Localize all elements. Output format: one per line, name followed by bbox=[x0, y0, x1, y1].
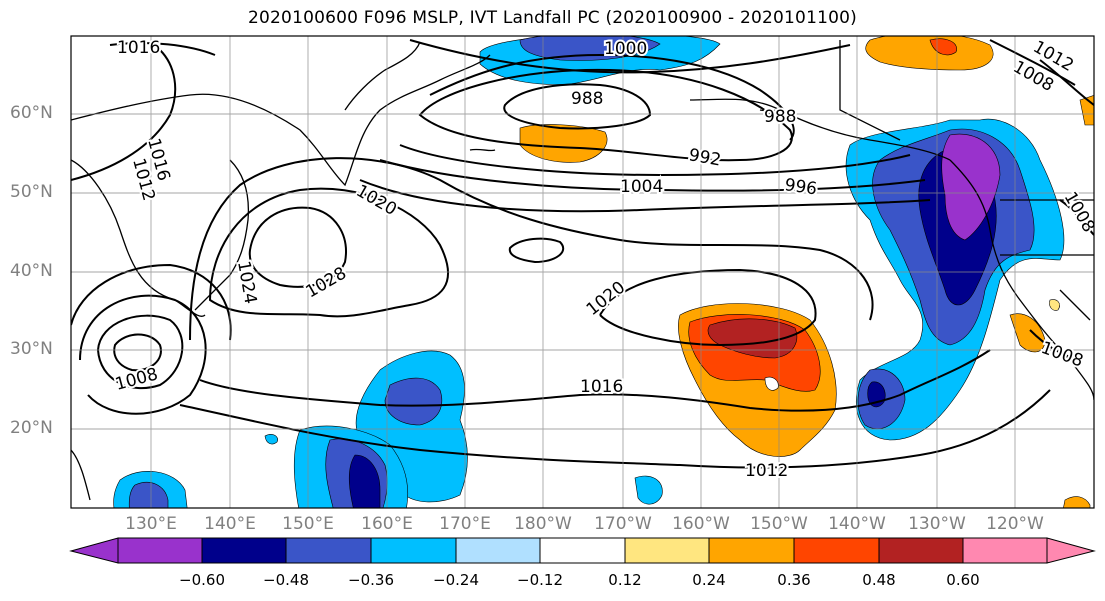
colorbar-extend-low bbox=[69, 537, 119, 564]
lat-label-40n: 40°N bbox=[10, 261, 53, 281]
lat-label-50n: 50°N bbox=[10, 182, 53, 202]
lat-label-60n: 60°N bbox=[10, 103, 53, 123]
lon-label: 160°E bbox=[361, 514, 413, 534]
lon-label: 180°W bbox=[514, 514, 572, 534]
colorbar-segment bbox=[201, 537, 287, 564]
colorbar-tick-label: 0.36 bbox=[777, 571, 811, 589]
colorbar-tick-label: 0.48 bbox=[862, 571, 896, 589]
colorbar-segment bbox=[285, 537, 372, 564]
colorbar-segment bbox=[539, 537, 626, 564]
isobar-label: 988 bbox=[764, 107, 796, 127]
colorbar-segment bbox=[624, 537, 710, 564]
colorbar-tick-label: −0.60 bbox=[179, 571, 225, 589]
isobar-label: 988 bbox=[571, 89, 603, 109]
colorbar bbox=[69, 537, 1096, 564]
map-title: 2020100600 F096 MSLP, IVT Landfall PC (2… bbox=[248, 8, 857, 28]
colorbar-segment bbox=[370, 537, 457, 564]
colorbar-tick-label: 0.12 bbox=[608, 571, 642, 589]
lon-label: 140°E bbox=[204, 514, 256, 534]
isobar-label: 1016 bbox=[117, 38, 160, 58]
isobar-label: 1004 bbox=[620, 177, 663, 197]
isobar-label: 1012 bbox=[745, 461, 788, 481]
lon-label: 120°W bbox=[986, 514, 1044, 534]
lon-label: 160°W bbox=[672, 514, 730, 534]
lon-label: 130°E bbox=[125, 514, 177, 534]
coastlines bbox=[71, 40, 1094, 501]
colorbar-tick-label: −0.36 bbox=[348, 571, 394, 589]
lat-label-20n: 20°N bbox=[10, 418, 53, 438]
colorbar-tick-label: 0.24 bbox=[692, 571, 726, 589]
lat-label-30n: 30°N bbox=[10, 339, 53, 359]
colorbar-segment bbox=[708, 537, 795, 564]
colorbar-segment bbox=[962, 537, 1048, 564]
lon-label: 150°E bbox=[282, 514, 334, 534]
colorbar-tick-label: −0.48 bbox=[263, 571, 309, 589]
colorbar-tick-label: −0.12 bbox=[517, 571, 563, 589]
colorbar-segment bbox=[455, 537, 541, 564]
colorbar-tick-label: −0.24 bbox=[433, 571, 479, 589]
colorbar-segment bbox=[117, 537, 203, 564]
isobar-contours bbox=[71, 39, 1094, 469]
gridlines bbox=[71, 36, 1094, 508]
colorbar-segment bbox=[793, 537, 880, 564]
lon-label: 170°E bbox=[439, 514, 491, 534]
lon-label: 130°W bbox=[908, 514, 966, 534]
colorbar-tick-label: 0.60 bbox=[946, 571, 980, 589]
ivt-positive-shading bbox=[519, 36, 1094, 508]
lon-label: 140°W bbox=[828, 514, 886, 534]
isobar-label: 1016 bbox=[580, 377, 623, 397]
lon-label: 170°W bbox=[594, 514, 652, 534]
colorbar-extend-high bbox=[1046, 537, 1096, 564]
map-frame bbox=[70, 35, 1095, 509]
lon-label: 150°W bbox=[750, 514, 808, 534]
colorbar-segment bbox=[878, 537, 964, 564]
isobar-label: 1000 bbox=[604, 39, 647, 59]
